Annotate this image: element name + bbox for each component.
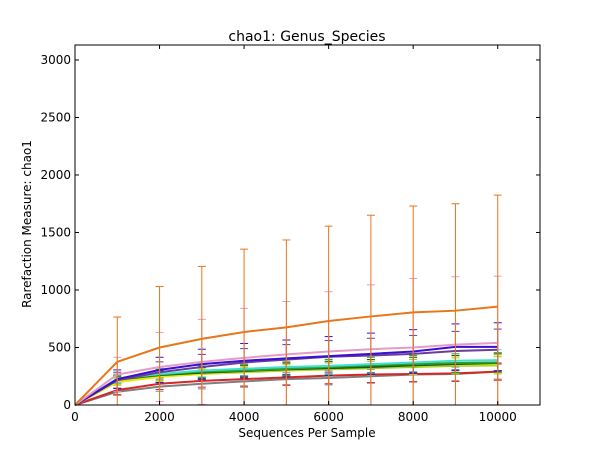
y-tick-label: 3000 [40,53,71,67]
series-group [74,194,502,406]
y-tick-label: 0 [63,398,71,412]
x-tick-label: 0 [71,410,79,424]
series-line [74,305,498,406]
y-tick-label: 2500 [40,110,71,124]
y-tick-label: 1000 [40,283,71,297]
x-axis-label: Sequences Per Sample [238,426,375,440]
axes-frame [74,44,541,406]
y-tick-label: 500 [48,340,71,354]
x-tick-label: 8000 [398,410,429,424]
axis-ticks: 0 2000 4000 6000 8000 10000 0 500 1000 1500 2000 25… [40,45,540,424]
y-tick-label: 2000 [40,168,71,182]
x-tick-label: 10000 [479,410,517,424]
plot-area [74,194,502,406]
y-axis-label: Rarefaction Measure: chao1 [20,140,34,308]
y-tick-label: 1500 [40,225,71,239]
chart-title: chao1: Genus_Species [228,29,385,45]
x-tick-label: 2000 [144,410,175,424]
x-tick-label: 4000 [229,410,260,424]
x-tick-label: 6000 [313,410,344,424]
